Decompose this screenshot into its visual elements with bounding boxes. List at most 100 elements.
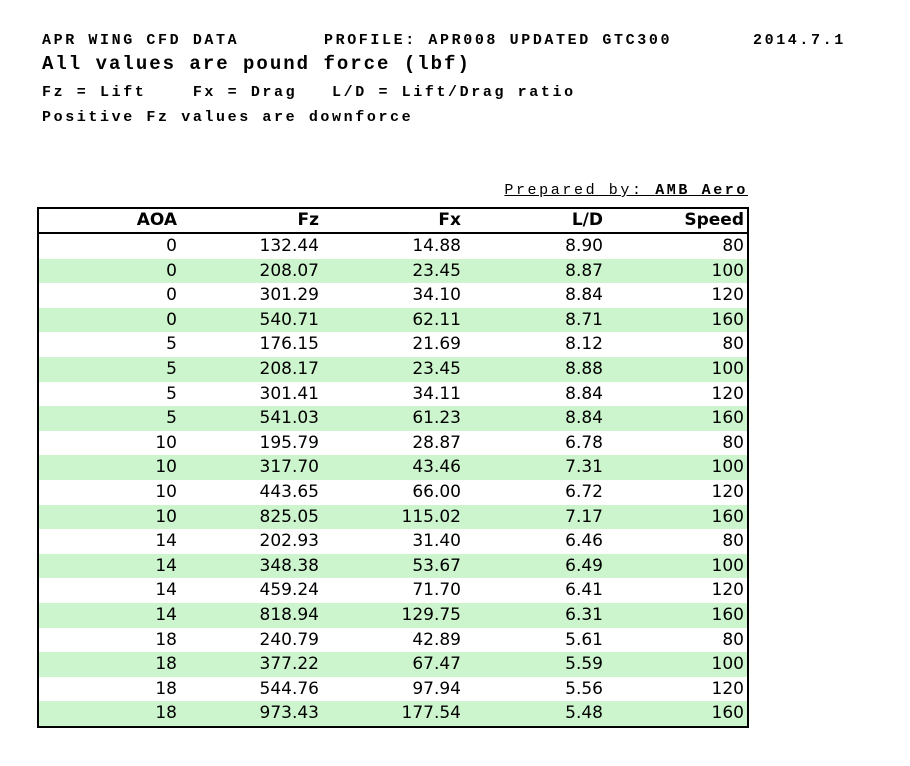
table-cell: 120 (711, 481, 744, 502)
table-cell: 160 (711, 506, 744, 527)
table-cell: 5.48 (565, 703, 603, 724)
table-cell: 43.46 (412, 457, 461, 478)
table-cell: 8.87 (565, 260, 603, 281)
table-cell: 6.46 (565, 531, 603, 552)
table-row: 18 240.79 42.89 5.61 80 (38, 628, 748, 653)
table-cell: 160 (711, 604, 744, 625)
table-cell: 377.22 (259, 654, 319, 675)
table-cell: 195.79 (259, 432, 319, 453)
table-cell: 18 (155, 678, 177, 699)
table-cell: 71.70 (412, 580, 461, 601)
column-header: L/D (464, 208, 606, 234)
column-header: Fx (322, 208, 464, 234)
table-cell: 8.88 (565, 358, 603, 379)
table-cell: 160 (711, 703, 744, 724)
table-cell: 5.56 (565, 678, 603, 699)
table-cell: 14 (155, 555, 177, 576)
table-cell: 301.29 (259, 285, 319, 306)
table-cell: 18 (155, 629, 177, 650)
table-cell: 177.54 (401, 703, 461, 724)
table-cell: 208.07 (259, 260, 319, 281)
table-row: 14 348.38 53.67 6.49 100 (38, 553, 748, 579)
table-cell: 8.12 (565, 334, 603, 355)
table-cell: 8.84 (565, 285, 603, 306)
table-cell: 0 (166, 236, 177, 256)
table-cell: 0 (166, 309, 177, 330)
table-row: 5 176.15 21.69 8.12 80 (38, 332, 748, 357)
table-cell: 10 (155, 457, 177, 478)
table-cell: 62.11 (412, 309, 461, 330)
table-row: 14 202.93 31.40 6.46 80 (38, 529, 748, 554)
table-cell: 100 (711, 260, 744, 281)
table-row: 18 377.22 67.47 5.59 100 (38, 652, 748, 677)
table-cell: 6.31 (565, 604, 603, 625)
table-cell: 540.71 (259, 309, 319, 330)
table-cell: 67.47 (412, 654, 461, 675)
table-cell: 160 (711, 309, 744, 330)
table-cell: 8.90 (565, 236, 603, 256)
table-cell: 61.23 (412, 408, 461, 429)
table-cell: 42.89 (412, 629, 461, 650)
table-cell: 115.02 (401, 506, 461, 527)
table-cell: 34.10 (412, 285, 461, 306)
table-row: 14 459.24 71.70 6.41 120 (38, 578, 748, 603)
table-header-row: AOA Fz Fx L/D Speed (38, 208, 748, 234)
report-title: APR WING CFD DATA (42, 32, 240, 49)
table-cell: 80 (722, 334, 744, 355)
table-cell: 28.87 (412, 432, 461, 453)
table-cell: 8.84 (565, 383, 603, 404)
table-cell: 825.05 (259, 506, 319, 527)
prepared-by: Prepared by: AMB Aero (0, 183, 748, 198)
table-cell: 443.65 (259, 481, 319, 502)
downforce-note: Positive Fz values are downforce (42, 109, 414, 126)
table-row: 0 132.44 14.88 8.90 80 (38, 233, 748, 259)
column-header: Fz (180, 208, 322, 234)
prepared-by-value: AMB Aero (655, 182, 748, 199)
table-cell: 5.59 (565, 654, 603, 675)
table-row: 10 825.05 115.02 7.17 160 (38, 504, 748, 530)
table-cell: 973.43 (259, 703, 319, 724)
table-cell: 31.40 (412, 531, 461, 552)
table-cell: 120 (711, 678, 744, 699)
table-cell: 14 (155, 604, 177, 625)
table-cell: 80 (722, 629, 744, 650)
table-cell: 10 (155, 481, 177, 502)
table-row: 18 973.43 177.54 5.48 160 (38, 701, 748, 727)
prepared-by-label: Prepared by: (504, 182, 644, 199)
table-cell: 14.88 (412, 236, 461, 256)
table-cell: 5 (166, 408, 177, 429)
table-cell: 18 (155, 654, 177, 675)
table-cell: 14 (155, 580, 177, 601)
table-cell: 34.11 (412, 383, 461, 404)
table-cell: 132.44 (259, 236, 319, 256)
table-cell: 5 (166, 334, 177, 355)
table-cell: 5 (166, 358, 177, 379)
table-cell: 541.03 (259, 408, 319, 429)
table-cell: 100 (711, 358, 744, 379)
table-cell: 100 (711, 654, 744, 675)
table-row: 10 443.65 66.00 6.72 120 (38, 480, 748, 505)
table-cell: 5 (166, 383, 177, 404)
units-subtitle: All values are pound force (lbf) (42, 53, 471, 75)
table-cell: 240.79 (259, 629, 319, 650)
table-cell: 208.17 (259, 358, 319, 379)
table-row: 5 541.03 61.23 8.84 160 (38, 406, 748, 431)
table-cell: 8.84 (565, 408, 603, 429)
table-cell: 120 (711, 580, 744, 601)
table-cell: 8.71 (565, 309, 603, 330)
table-cell: 5.61 (565, 629, 603, 650)
table-cell: 23.45 (412, 358, 461, 379)
column-header: AOA (38, 208, 180, 234)
report-date: 2014.7.1 (753, 32, 846, 49)
table-cell: 160 (711, 408, 744, 429)
table-cell: 0 (166, 260, 177, 281)
table-row: 5 208.17 23.45 8.88 100 (38, 356, 748, 382)
table-cell: 6.72 (565, 481, 603, 502)
table-row: 18 544.76 97.94 5.56 120 (38, 677, 748, 702)
table-cell: 100 (711, 555, 744, 576)
column-header: Speed (606, 208, 748, 234)
table-cell: 97.94 (412, 678, 461, 699)
table-cell: 21.69 (412, 334, 461, 355)
table-cell: 53.67 (412, 555, 461, 576)
table-cell: 301.41 (259, 383, 319, 404)
